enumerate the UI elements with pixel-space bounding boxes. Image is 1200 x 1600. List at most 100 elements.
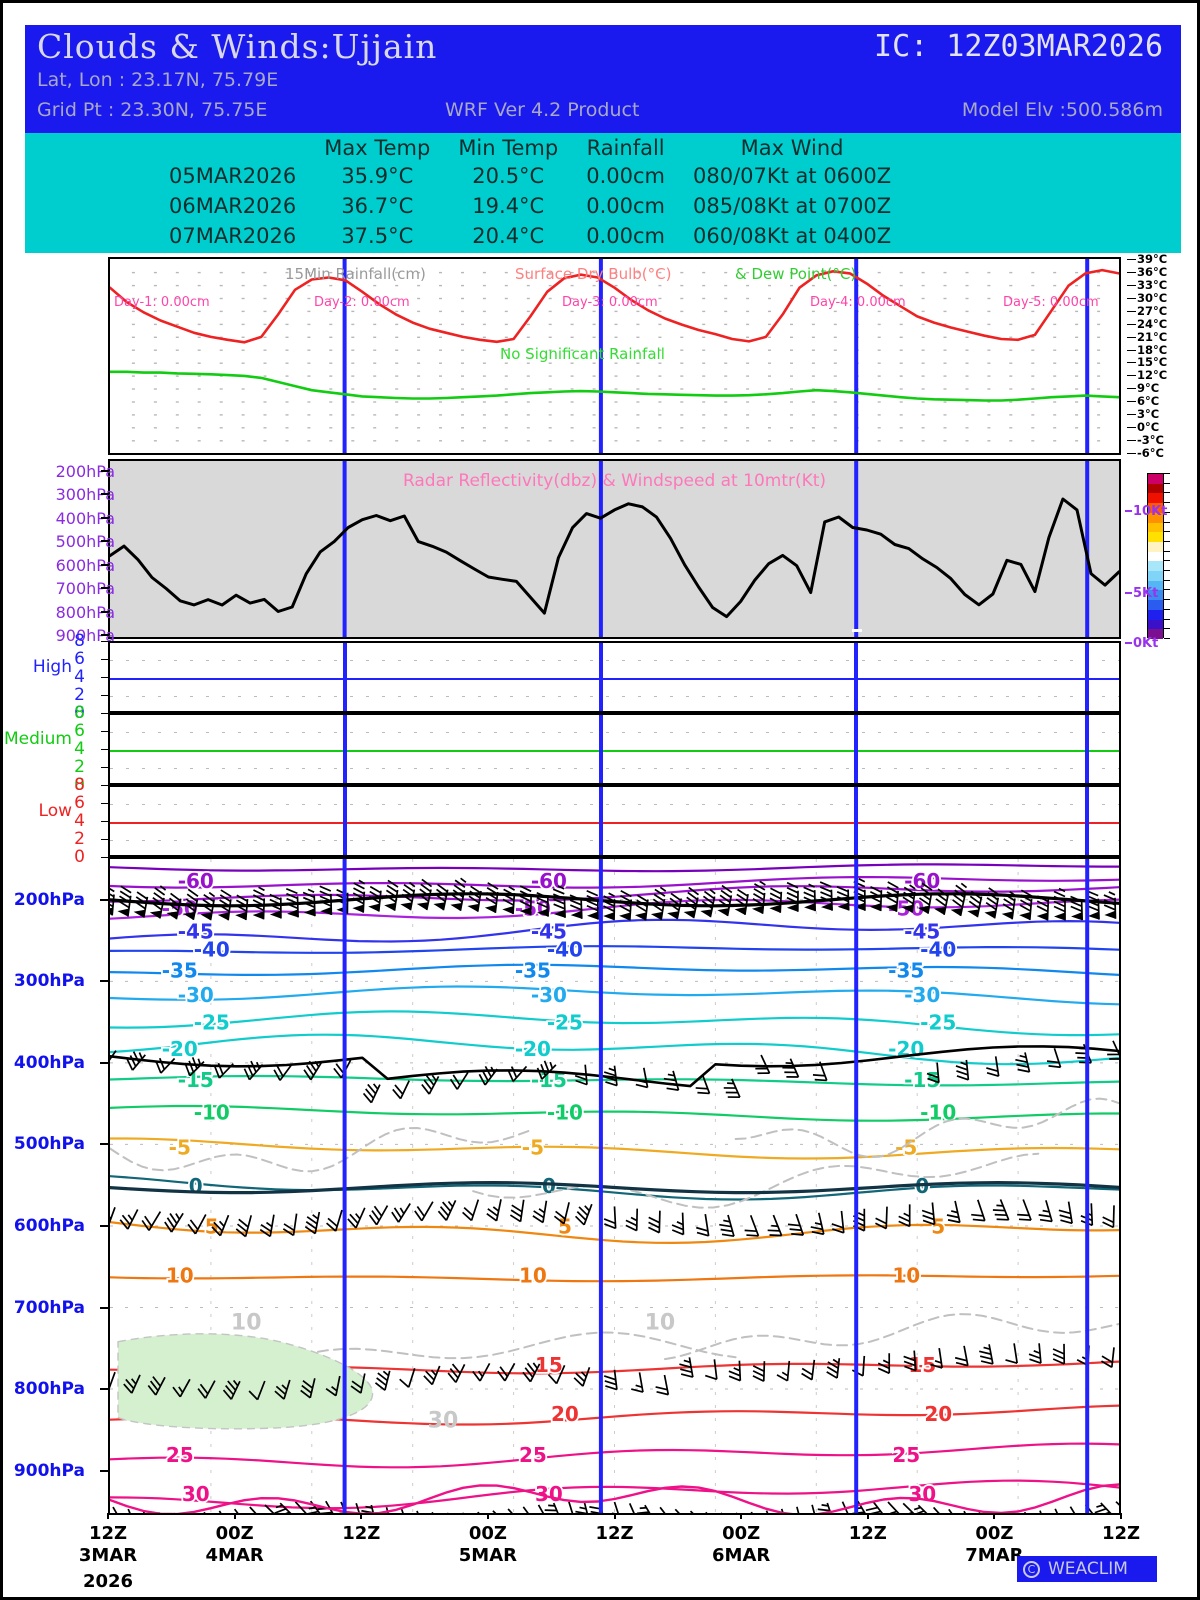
svg-text:25: 25 xyxy=(892,1443,920,1467)
colorbar-swatch xyxy=(1148,600,1163,610)
temp-axis-label: -6°C xyxy=(1137,446,1164,460)
svg-text:-5: -5 xyxy=(169,1135,191,1159)
cell-date: 06MAR2026 xyxy=(169,194,297,218)
radar-pressure-tick xyxy=(101,563,109,566)
cloud-axis-tick xyxy=(101,749,109,750)
radar-pressure-label: 200hPa xyxy=(55,462,115,481)
cloud-axis-tick xyxy=(101,713,109,714)
logo-text: WEACLIM xyxy=(1048,1559,1128,1579)
temp-axis-tick xyxy=(1127,453,1136,454)
temp-axis-tick xyxy=(1127,271,1136,273)
cloud-gridline xyxy=(110,696,1119,697)
daily-summary-panel: Max Temp Min Temp Rainfall Max Wind 05MA… xyxy=(25,133,1181,253)
radar-pressure-label: 600hPa xyxy=(55,555,115,575)
cell-min-temp: 20.5°C xyxy=(472,164,545,188)
colorbar-tick xyxy=(1164,570,1170,572)
initial-condition-label: IC: 12Z03MAR2026 xyxy=(874,29,1163,64)
temp-axis-tick xyxy=(1127,427,1136,429)
colorbar-swatch xyxy=(1148,483,1163,494)
temp-axis-label: -3°C xyxy=(1137,433,1164,448)
temp-axis-tick xyxy=(1127,349,1136,351)
cell-rainfall: 0.00cm xyxy=(586,164,665,188)
colorbar-tick xyxy=(1164,589,1170,591)
day-divider xyxy=(854,787,859,855)
temperature-axis: 39°C 36°C 33°C 30°C 27°C 24°C 21°C 18°C 15°C 12°C… xyxy=(1127,252,1197,460)
cloud-axis-tick-label: 2 xyxy=(74,829,85,849)
day-divider xyxy=(1085,787,1090,855)
time-axis-tick xyxy=(107,1513,109,1519)
header-banner: Clouds & Winds:Ujjain IC: 12Z03MAR2026 L… xyxy=(25,25,1181,133)
colorbar-tick xyxy=(1164,579,1170,581)
radar-pressure-tick xyxy=(101,493,109,496)
svg-text:-30: -30 xyxy=(531,983,567,1007)
main-pressure-tick xyxy=(100,1306,109,1309)
colorbar-tick xyxy=(1164,599,1170,601)
temp-axis-label: 33°C xyxy=(1137,277,1168,292)
svg-text:-40: -40 xyxy=(920,937,956,961)
radar-pressure-tick xyxy=(101,540,109,543)
day-divider xyxy=(342,643,347,711)
main-pressure-label: 600hPa xyxy=(13,1215,85,1236)
colorbar-tick xyxy=(1164,550,1170,552)
radar-pressure-tick xyxy=(101,470,109,472)
radar-pressure-label: 400hPa xyxy=(55,508,115,528)
cloud-axis-tick xyxy=(101,767,109,768)
lat-lon-label: Lat, Lon : 23.17N, 75.79E xyxy=(37,69,279,91)
cloud-axis-tick xyxy=(101,641,109,642)
cloud-axis-tick-label: 4 xyxy=(74,811,85,831)
time-axis-hour-label: 00Z xyxy=(468,1523,507,1544)
svg-text:25: 25 xyxy=(519,1443,547,1467)
cloud-axis-tick-label: 6 xyxy=(74,793,85,813)
time-axis-tick xyxy=(360,1513,363,1519)
temp-axis-label: 24°C xyxy=(1137,316,1168,331)
temp-axis-label: 12°C xyxy=(1137,368,1168,383)
svg-text:20: 20 xyxy=(924,1402,952,1426)
cell-max-wind: 080/07Kt at 0600Z xyxy=(692,164,892,188)
svg-text:10: 10 xyxy=(519,1264,547,1288)
cloud-gridline xyxy=(110,840,1119,841)
cloud-level-label: Medium xyxy=(4,729,72,749)
colorbar-tick xyxy=(1164,473,1170,474)
cloud-cover-line xyxy=(110,822,1119,824)
svg-text:-35: -35 xyxy=(162,959,198,983)
rainfall-series-label: 15Min Rainfall(cm) xyxy=(285,265,426,283)
temp-axis-label: 30°C xyxy=(1137,290,1168,305)
cloud-cover-line xyxy=(110,750,1119,752)
time-axis-day-label: 7MAR xyxy=(965,1545,1024,1566)
cloud-axis-tick-label: 2 xyxy=(74,757,85,777)
main-pressure-label: 400hPa xyxy=(13,1052,85,1073)
cell-min-temp: 19.4°C xyxy=(472,194,545,218)
cloud-level-label: Low xyxy=(38,801,72,821)
colorbar-swatch xyxy=(1148,561,1163,572)
cloud-axis-tick-label: 8 xyxy=(74,775,85,795)
day-divider xyxy=(598,643,603,711)
time-axis-hour-label: 12Z xyxy=(342,1523,381,1544)
colorbar-tick xyxy=(1164,531,1170,533)
temperature-cross-section-panel: -60-60-60-50-50-50-45-45-45-40-40-40-35-… xyxy=(108,857,1121,1515)
svg-text:-40: -40 xyxy=(194,937,230,961)
time-axis-hour-label: 00Z xyxy=(975,1523,1014,1544)
time-axis-day-label: 5MAR xyxy=(458,1545,517,1566)
time-axis-hour-label: 00Z xyxy=(722,1523,761,1544)
cloud-axis-tick xyxy=(101,803,109,804)
time-axis-hour-label: 00Z xyxy=(215,1523,254,1544)
svg-text:-25: -25 xyxy=(547,1011,583,1035)
svg-text:-25: -25 xyxy=(194,1011,230,1035)
radar-pressure-label: 500hPa xyxy=(55,532,115,552)
col-rainfall: Rainfall xyxy=(586,136,665,160)
svg-text:10: 10 xyxy=(645,1310,676,1335)
colorbar-tick xyxy=(1164,628,1170,630)
time-axis-tick xyxy=(740,1513,743,1519)
cloud-axis-tick xyxy=(101,785,109,786)
time-axis-hour-label: 12Z xyxy=(848,1523,887,1544)
high-cloud-panel xyxy=(108,641,1121,713)
no-rainfall-note: No Significant Rainfall xyxy=(500,345,665,363)
main-pressure-tick xyxy=(100,980,109,983)
svg-text:-15: -15 xyxy=(178,1068,214,1092)
temp-axis-tick xyxy=(1127,297,1136,299)
temp-axis-tick xyxy=(1127,284,1136,286)
temp-axis-label: 27°C xyxy=(1137,303,1168,318)
colorbar-swatch xyxy=(1148,590,1163,601)
main-pressure-tick xyxy=(100,1224,109,1227)
svg-text:-10: -10 xyxy=(547,1100,583,1124)
